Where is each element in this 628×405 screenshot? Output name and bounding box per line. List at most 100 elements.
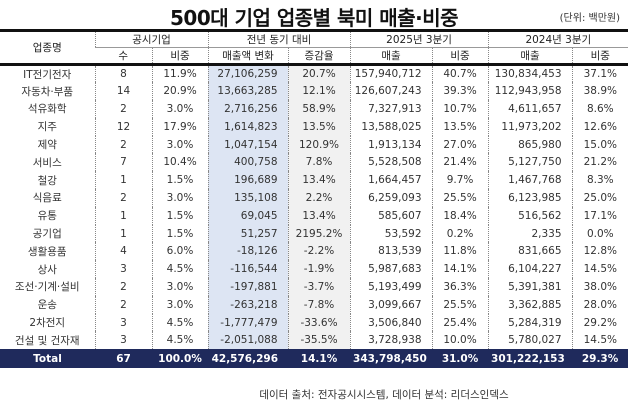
cell-share-2025: 27.0% (431, 135, 489, 154)
cell-share: 17.9% (151, 117, 209, 136)
cell-industry: 석유화학 (27, 103, 67, 116)
header-yoy: 전년 동기 대비 (207, 30, 351, 48)
cell-growth: -33.6% (287, 313, 351, 332)
cell-share-2025: 25.5% (431, 189, 489, 207)
table-row: 철강 1 1.5% 196,689 13.4% 1,664,457 9.7% 1,467,76… (0, 171, 628, 190)
header-count: 수 (118, 50, 129, 62)
cell-share: 1.5% (151, 206, 209, 225)
header-2025q3: 2025년 3분기 (349, 30, 489, 48)
cell-sales-2024: 5,284,319 (487, 313, 573, 332)
cell-growth: -7.8% (287, 295, 351, 314)
cell-sales-2024: 831,665 (487, 242, 573, 261)
header-sales-2024: 매출 (487, 47, 573, 65)
table-row: 서비스 7 10.4% 400,758 7.8% 5,528,508 21.4% 5,127,… (0, 153, 628, 172)
cell-share: 1.5% (151, 171, 209, 190)
cell-growth: 20.7% (287, 64, 351, 83)
cell-sales-2025: 5,987,683 (349, 260, 433, 279)
cell-growth: 14.1% (288, 349, 351, 369)
cell-sales-change: 27,106,259 (207, 64, 289, 83)
header-share-2025: 비중 (431, 47, 489, 65)
cell-share-2024: 14.5% (571, 260, 628, 279)
cell-count: 2 (94, 189, 152, 207)
cell-sales-change: -116,544 (207, 260, 289, 279)
table-row: 조선·기계·설비 2 3.0% -197,881 -3.7% 5,193,499 36.3%… (0, 278, 628, 296)
cell-share: 3.0% (151, 189, 209, 207)
cell-count: 1 (94, 171, 152, 190)
table-row: 건설 및 건자재 3 4.5% -2,051,088 -35.5% 3,728,938 10… (0, 331, 628, 350)
cell-share-2025: 31.0% (432, 349, 489, 369)
cell-sales-change: -263,218 (207, 295, 289, 314)
cell-count: 2 (94, 135, 152, 154)
header-sales-change: 매출액 변화 (207, 47, 289, 65)
cell-share-2025: 10.0% (431, 331, 489, 350)
cell-count: 3 (94, 260, 152, 279)
cell-share-2024: 0.0% (571, 224, 628, 243)
cell-sales-2024: 865,980 (487, 135, 573, 154)
cell-share-2025: 40.7% (431, 64, 489, 83)
cell-industry: 유통 (37, 210, 57, 223)
cell-sales-2025: 1,664,457 (349, 171, 433, 190)
cell-growth: 2.2% (287, 189, 351, 207)
cell-sales-change: -18,126 (207, 242, 289, 261)
cell-sales-2024: 6,123,985 (487, 189, 573, 207)
cell-share: 6.0% (151, 242, 209, 261)
cell-industry: 서비스 (32, 156, 62, 169)
cell-sales-2024: 301,222,153 (488, 349, 573, 369)
cell-count: 14 (94, 82, 152, 101)
table-row: 식음료 2 3.0% 135,108 2.2% 6,259,093 25.5% 6,123,9… (0, 189, 628, 207)
cell-growth: -35.5% (287, 331, 351, 350)
cell-sales-2025: 1,913,134 (349, 135, 433, 154)
cell-industry: 건설 및 건자재 (14, 334, 80, 347)
cell-sales-change: -2,051,088 (207, 331, 289, 350)
cell-sales-2025: 3,506,840 (349, 313, 433, 332)
cell-share-2025: 25.5% (431, 295, 489, 314)
cell-share-2025: 9.7% (431, 171, 489, 190)
cell-industry: 상사 (37, 263, 57, 276)
cell-share-2024: 8.6% (571, 100, 628, 118)
cell-count: 2 (94, 100, 152, 118)
cell-sales-2025: 5,528,508 (349, 153, 433, 172)
cell-sales-change: 42,576,296 (208, 349, 289, 369)
header-2024q3: 2024년 3분기 (487, 30, 628, 48)
cell-share-2025: 13.5% (431, 117, 489, 136)
cell-count: 7 (94, 153, 152, 172)
cell-sales-change: 2,716,256 (207, 100, 289, 118)
cell-growth: -3.7% (287, 278, 351, 296)
table-row: 생활용품 4 6.0% -18,126 -2.2% 813,539 11.8% 831,665… (0, 242, 628, 261)
cell-sales-change: 51,257 (207, 224, 289, 243)
cell-sales-2024: 5,780,027 (487, 331, 573, 350)
cell-sales-2025: 343,798,450 (350, 349, 433, 369)
header-sales-2025: 매출 (349, 47, 433, 65)
cell-share-2024: 29.2% (571, 313, 628, 332)
cell-sales-2025: 3,728,938 (349, 331, 433, 350)
cell-sales-2025: 5,193,499 (349, 278, 433, 296)
cell-industry: 식음료 (32, 192, 62, 205)
table-row: IT전기전자 8 11.9% 27,106,259 20.7% 157,940,712 40… (0, 64, 628, 83)
cell-sales-2024: 112,943,958 (487, 82, 573, 101)
cell-sales-2025: 53,592 (349, 224, 433, 243)
cell-sales-2025: 585,607 (349, 206, 433, 225)
cell-share-2025: 25.4% (431, 313, 489, 332)
cell-share: 1.5% (151, 224, 209, 243)
cell-sales-2025: 3,099,667 (349, 295, 433, 314)
cell-sales-2025: 6,259,093 (349, 189, 433, 207)
cell-sales-2024: 2,335 (487, 224, 573, 243)
cell-industry: 운송 (37, 299, 57, 312)
source-note: 데이터 출처: 전자공시시스템, 데이터 분석: 리더스인덱스 (259, 389, 509, 401)
cell-count: 1 (94, 224, 152, 243)
cell-sales-2025: 7,327,913 (349, 100, 433, 118)
cell-share-2025: 10.7% (431, 100, 489, 118)
unit-label: (단위: 백만원) (559, 13, 620, 24)
cell-growth: 7.8% (287, 153, 351, 172)
table-row: 상사 3 4.5% -116,544 -1.9% 5,987,683 14.1% 6,104,… (0, 260, 628, 279)
cell-growth: 13.4% (287, 206, 351, 225)
cell-count: 3 (94, 331, 152, 350)
cell-sales-change: 400,758 (207, 153, 289, 172)
table-row: 유통 1 1.5% 69,045 13.4% 585,607 18.4% 516,562 17.… (0, 206, 628, 225)
cell-sales-2025: 157,940,712 (349, 64, 433, 83)
cell-industry: 철강 (37, 174, 57, 187)
cell-sales-2025: 126,607,243 (349, 82, 433, 101)
cell-sales-change: -1,777,479 (207, 313, 289, 332)
cell-count: 67 (95, 349, 152, 369)
cell-share: 4.5% (151, 331, 209, 350)
